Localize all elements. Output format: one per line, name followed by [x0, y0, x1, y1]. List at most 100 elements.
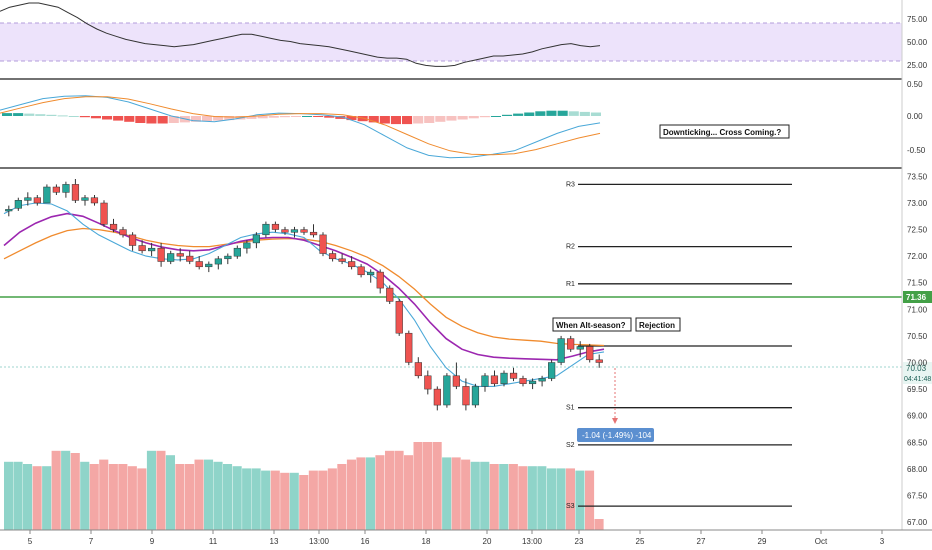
volume-bar [108, 464, 118, 530]
price-tick: 67.50 [907, 491, 928, 500]
macd-annotation: Downticking... Cross Coming.? [663, 128, 781, 137]
candle-body [167, 253, 175, 262]
candle-body [357, 266, 365, 276]
candle-body [186, 255, 194, 262]
measure-label: -1.04 (-1.49%) -104 [582, 431, 652, 440]
pivot-levels: R3 R2 R1 S1 S2 S3 [566, 181, 792, 510]
annotation-box-rejection [635, 317, 681, 332]
candle-body [300, 229, 308, 233]
macd-histogram-bar [68, 116, 79, 117]
volume-bar [270, 470, 280, 530]
macd-histogram-bar [590, 112, 601, 116]
macd-histogram-bar [213, 116, 224, 121]
time-axis: 5 7 9 11 13 13:00 16 18 20 13:00 23 25 27 29 Oct 3 [28, 530, 885, 546]
macd-histogram-bar [113, 116, 124, 121]
volume-bar [23, 464, 33, 530]
macd-histogram-bar [79, 116, 90, 118]
ma-mid-line [3, 212, 605, 361]
time-tick: 29 [758, 537, 767, 546]
candle-body [586, 346, 594, 361]
volume-bar [365, 457, 375, 530]
candle-body [148, 247, 156, 252]
volume-bar [299, 475, 309, 530]
candle-body [433, 388, 441, 406]
price-tick: 73.00 [907, 199, 928, 208]
time-tick: 7 [89, 537, 94, 546]
macd-histogram-bar [490, 116, 501, 117]
volume-bar [185, 464, 195, 530]
price-tick: 69.50 [907, 385, 928, 394]
macd-histogram-bar [546, 110, 557, 116]
volume-bar [556, 468, 566, 530]
candle-body [281, 229, 289, 233]
candle-body [119, 229, 127, 236]
rsi-band [0, 23, 902, 61]
price-tick: 71.00 [907, 305, 928, 314]
volume-bar [280, 472, 290, 530]
time-tick: 13 [270, 537, 279, 546]
last-price-countdown: 04:41:48 [904, 376, 931, 383]
price-tick: 72.50 [907, 226, 928, 235]
rsi-tick-75: 75.00 [907, 15, 928, 24]
volume-bar [261, 470, 271, 530]
candle-body [243, 242, 251, 249]
candle-body [176, 253, 184, 257]
time-tick: 16 [361, 537, 370, 546]
candle-body [81, 197, 89, 201]
macd-histogram-bar [568, 111, 579, 116]
volume-bar [337, 464, 347, 530]
candle-body [481, 375, 489, 387]
macd-histogram-bar [290, 116, 301, 117]
volume-bar [32, 466, 42, 530]
macd-histogram-bar [268, 116, 279, 118]
candle-body [528, 380, 537, 385]
macd-histogram-bar [146, 116, 157, 124]
volume-bar [251, 468, 261, 530]
measure-label-box [577, 428, 654, 442]
candle-body [290, 229, 299, 233]
candle-body [205, 263, 213, 268]
time-tick: 13:00 [309, 537, 330, 546]
pivot-level-label: R3 [566, 181, 575, 188]
volume-bar [575, 470, 585, 530]
candle-body [271, 223, 280, 230]
macd-histogram-bar [24, 113, 35, 116]
volume-bars [4, 442, 604, 530]
macd-histogram-bar [35, 114, 46, 116]
volume-bar [489, 464, 499, 530]
candle-body [262, 223, 270, 236]
volume-bar [175, 464, 185, 530]
candle-body [157, 247, 165, 262]
macd-histogram-bar [168, 116, 179, 123]
macd-histogram-bar [579, 111, 590, 116]
macd-histogram-bar [402, 116, 413, 125]
price-tick: 70.50 [907, 332, 928, 341]
volume-bar [394, 450, 404, 530]
volume-bar [518, 466, 528, 530]
macd-histogram-bar [313, 116, 324, 117]
volume-bar [232, 466, 242, 530]
time-tick: 9 [150, 537, 155, 546]
macd-histogram-bar [513, 113, 524, 116]
volume-bar [546, 468, 556, 530]
candle-body [128, 234, 137, 246]
price-tick: 67.00 [907, 518, 928, 527]
macd-histogram-bar [90, 116, 101, 119]
macd-histogram-bar [535, 111, 546, 116]
price-tick: 70.00 [907, 359, 928, 368]
macd-histogram-bar [102, 116, 113, 120]
candle-body [405, 332, 413, 363]
macd-histogram-bar [390, 116, 401, 125]
volume-bar [99, 459, 109, 530]
last-price-badge [903, 362, 932, 384]
macd-histogram-bar [457, 116, 468, 120]
volume-bar [242, 468, 252, 530]
candle-body [52, 186, 60, 193]
macd-histogram-bar [2, 113, 13, 116]
price-tick: 73.50 [907, 172, 928, 181]
candle-body [576, 346, 584, 350]
volume-bar [89, 464, 99, 530]
macd-histogram-bar [435, 116, 446, 122]
